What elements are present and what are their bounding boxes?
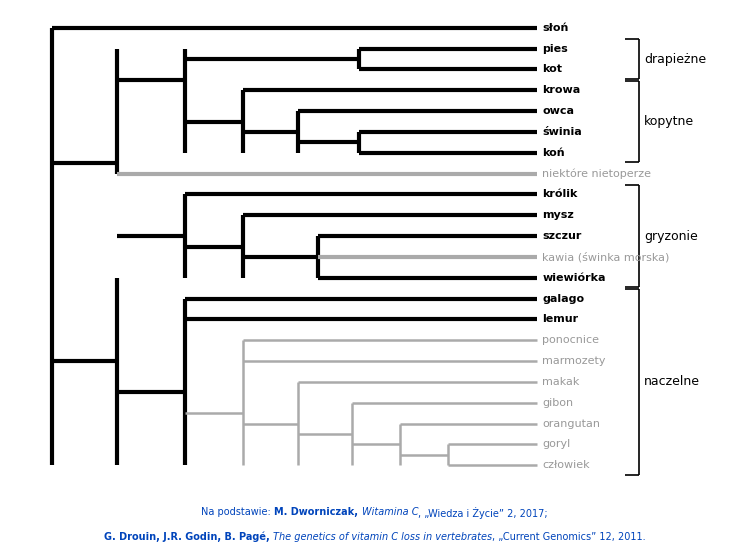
Text: goryl: goryl: [542, 439, 571, 449]
Text: kopytne: kopytne: [644, 115, 694, 128]
Text: orangutan: orangutan: [542, 419, 600, 429]
Text: wiewiórka: wiewiórka: [542, 273, 606, 283]
Text: szczur: szczur: [542, 231, 581, 241]
Text: kot: kot: [542, 64, 562, 74]
Text: makak: makak: [542, 377, 580, 387]
Text: krowa: krowa: [542, 85, 580, 95]
Text: Na podstawie:: Na podstawie:: [201, 507, 274, 517]
Text: niektóre nietoperze: niektóre nietoperze: [542, 168, 651, 179]
Text: człowiek: człowiek: [542, 460, 589, 470]
Text: kawia (świnka morska): kawia (świnka morska): [542, 252, 670, 262]
Text: , „Wiedza i Życie” 2, 2017;: , „Wiedza i Życie” 2, 2017;: [418, 507, 548, 519]
Text: pies: pies: [542, 44, 568, 54]
Text: gibon: gibon: [542, 398, 573, 408]
Text: M. Dworniczak,: M. Dworniczak,: [274, 507, 362, 517]
Text: mysz: mysz: [542, 211, 574, 220]
Text: królik: królik: [542, 189, 577, 199]
Text: Witamina C: Witamina C: [362, 507, 418, 517]
Text: The genetics of vitamin C loss in vertebrates: The genetics of vitamin C loss in verteb…: [273, 532, 492, 542]
Text: drapieżne: drapieżne: [644, 53, 706, 65]
Text: koń: koń: [542, 148, 565, 158]
Text: G. Drouin, J.R. Godin, B. Pagé,: G. Drouin, J.R. Godin, B. Pagé,: [103, 532, 273, 542]
Text: gryzonie: gryzonie: [644, 229, 697, 243]
Text: galago: galago: [542, 294, 584, 304]
Text: świnia: świnia: [542, 127, 582, 137]
Text: słoń: słoń: [542, 23, 568, 33]
Text: , „Current Genomics” 12, 2011.: , „Current Genomics” 12, 2011.: [492, 532, 646, 542]
Text: owca: owca: [542, 106, 574, 116]
Text: naczelne: naczelne: [644, 376, 700, 388]
Text: marmozety: marmozety: [542, 356, 606, 366]
Text: ponocnice: ponocnice: [542, 335, 599, 345]
Text: lemur: lemur: [542, 315, 578, 325]
